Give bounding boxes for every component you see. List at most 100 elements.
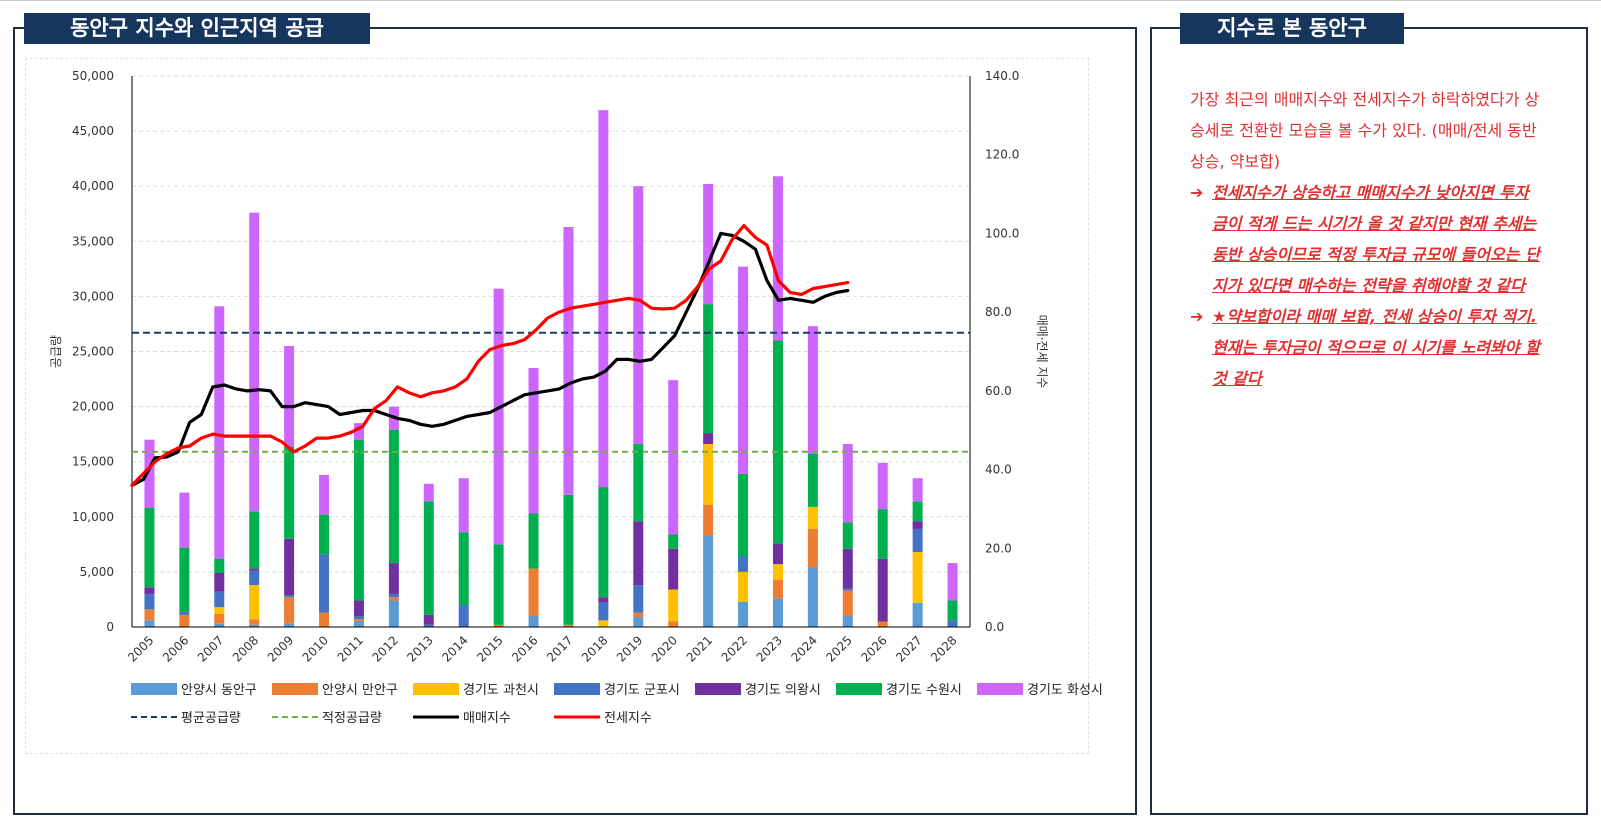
bar-segment [214,607,225,614]
bar-segment [772,564,783,580]
x-tick-label: 2026 [858,633,889,664]
bar-segment [703,444,714,505]
y-tick-label: 35,000 [72,234,114,248]
y-tick-label: 5,000 [80,565,114,579]
y-tick-label: 50,000 [72,69,114,83]
bar-segment [179,492,190,548]
chart-panel [13,27,1137,815]
bar-segment [458,478,469,533]
bar-segment [388,593,399,598]
bar-segment [912,552,923,603]
bar-segment [842,444,853,523]
bar-segment [144,507,155,588]
bar-segment [563,226,574,495]
x-tick-label: 2017 [544,633,575,664]
legend-label: 경기도 의왕시 [745,683,821,698]
bar-segment [772,340,783,544]
bar-segment [912,501,923,522]
commentary-bullet-text: 전세지수가 상승하고 매매지수가 낮아지면 투자금이 적게 드는 시기가 올 것… [1212,183,1540,295]
legend-label: 안양시 만안구 [322,683,398,698]
bar-segment [528,568,539,616]
commentary-bullet-text: ★약보합이라 매매 보합, 전세 상승이 투자 적기. 현재는 투자금이 적으므… [1212,307,1540,388]
y-tick-label: 0 [106,620,114,634]
bar-segment [668,548,679,590]
legend-swatch [836,683,882,695]
bar-segment [807,453,818,507]
bar-segment [388,563,399,594]
bar-segment [668,534,679,549]
arrow-right-icon: ➔ [1190,183,1204,202]
bar-segment [214,558,225,574]
bar-segment [388,600,399,627]
bar-segment [633,521,644,586]
bar-segment [877,462,888,510]
bar-segment [528,513,539,569]
bar-segment [284,446,295,539]
legend-label: 경기도 수원시 [886,683,962,698]
x-tick-label: 2018 [579,633,610,664]
x-tick-label: 2019 [614,633,645,664]
bar-segment [423,614,434,625]
x-tick-label: 2023 [754,633,785,664]
legend-label: 경기도 군포시 [604,683,680,698]
y2-tick-label: 60.0 [985,384,1012,398]
bar-segment [738,266,749,474]
bar-segment [249,568,260,571]
legend-label: 평균공급량 [181,711,241,726]
bar-segment [772,579,783,599]
bar-segment [842,588,853,591]
x-tick-label: 2007 [195,633,226,664]
x-tick-label: 2014 [439,633,470,664]
bar-segment [703,304,714,434]
bar-segment [633,617,644,627]
bar-segment [284,623,295,627]
bar-segment [284,597,295,624]
bar-segment [214,573,225,592]
legend-swatch [413,683,459,695]
legend-swatch [695,683,741,695]
bar-segment [912,528,923,553]
commentary-bullet: ➔ ★약보합이라 매매 보합, 전세 상승이 투자 적기. 현재는 투자금이 적… [1190,301,1540,394]
bar-segment [633,612,644,618]
bar-segment [738,571,749,602]
bar-segment [493,544,504,625]
bar-segment [179,547,190,612]
legend-label: 안양시 동안구 [181,683,257,698]
y-tick-label: 30,000 [72,289,114,303]
bar-segment [738,473,749,557]
bar-segment [249,624,260,627]
bar-segment [772,543,783,565]
bar-segment [807,528,818,568]
y2-tick-label: 140.0 [985,69,1019,83]
y-tick-label: 45,000 [72,124,114,138]
bar-segment [668,621,679,627]
x-tick-label: 2016 [509,633,540,664]
legend-label: 전세지수 [604,711,652,726]
y2-tick-label: 120.0 [985,148,1019,162]
legend-swatch [131,683,177,695]
bar-segment [353,423,364,440]
index-line [130,224,850,487]
x-tick-label: 2027 [893,633,924,664]
bar-segment [214,623,225,627]
x-tick-label: 2006 [160,633,191,664]
bar-segment [423,483,434,502]
bar-segment [807,567,818,627]
bar-segment [703,535,714,627]
x-tick-label: 2013 [404,633,435,664]
bar-segment [214,306,225,559]
bar-segment [703,433,714,445]
bar-segment [842,615,853,627]
bar-segment [668,380,679,535]
bar-segment [144,593,155,610]
x-tick-label: 2012 [369,633,400,664]
y2-axis-label: 매매·전세 지수 [1035,315,1049,389]
bar-segment [214,613,225,624]
bar-segment [912,521,923,529]
x-tick-label: 2008 [230,633,261,664]
x-tick-label: 2015 [474,633,505,664]
bar-segment [807,326,818,454]
bar-segment [842,548,853,589]
bar-segment [249,511,260,569]
legend-swatch [272,683,318,695]
